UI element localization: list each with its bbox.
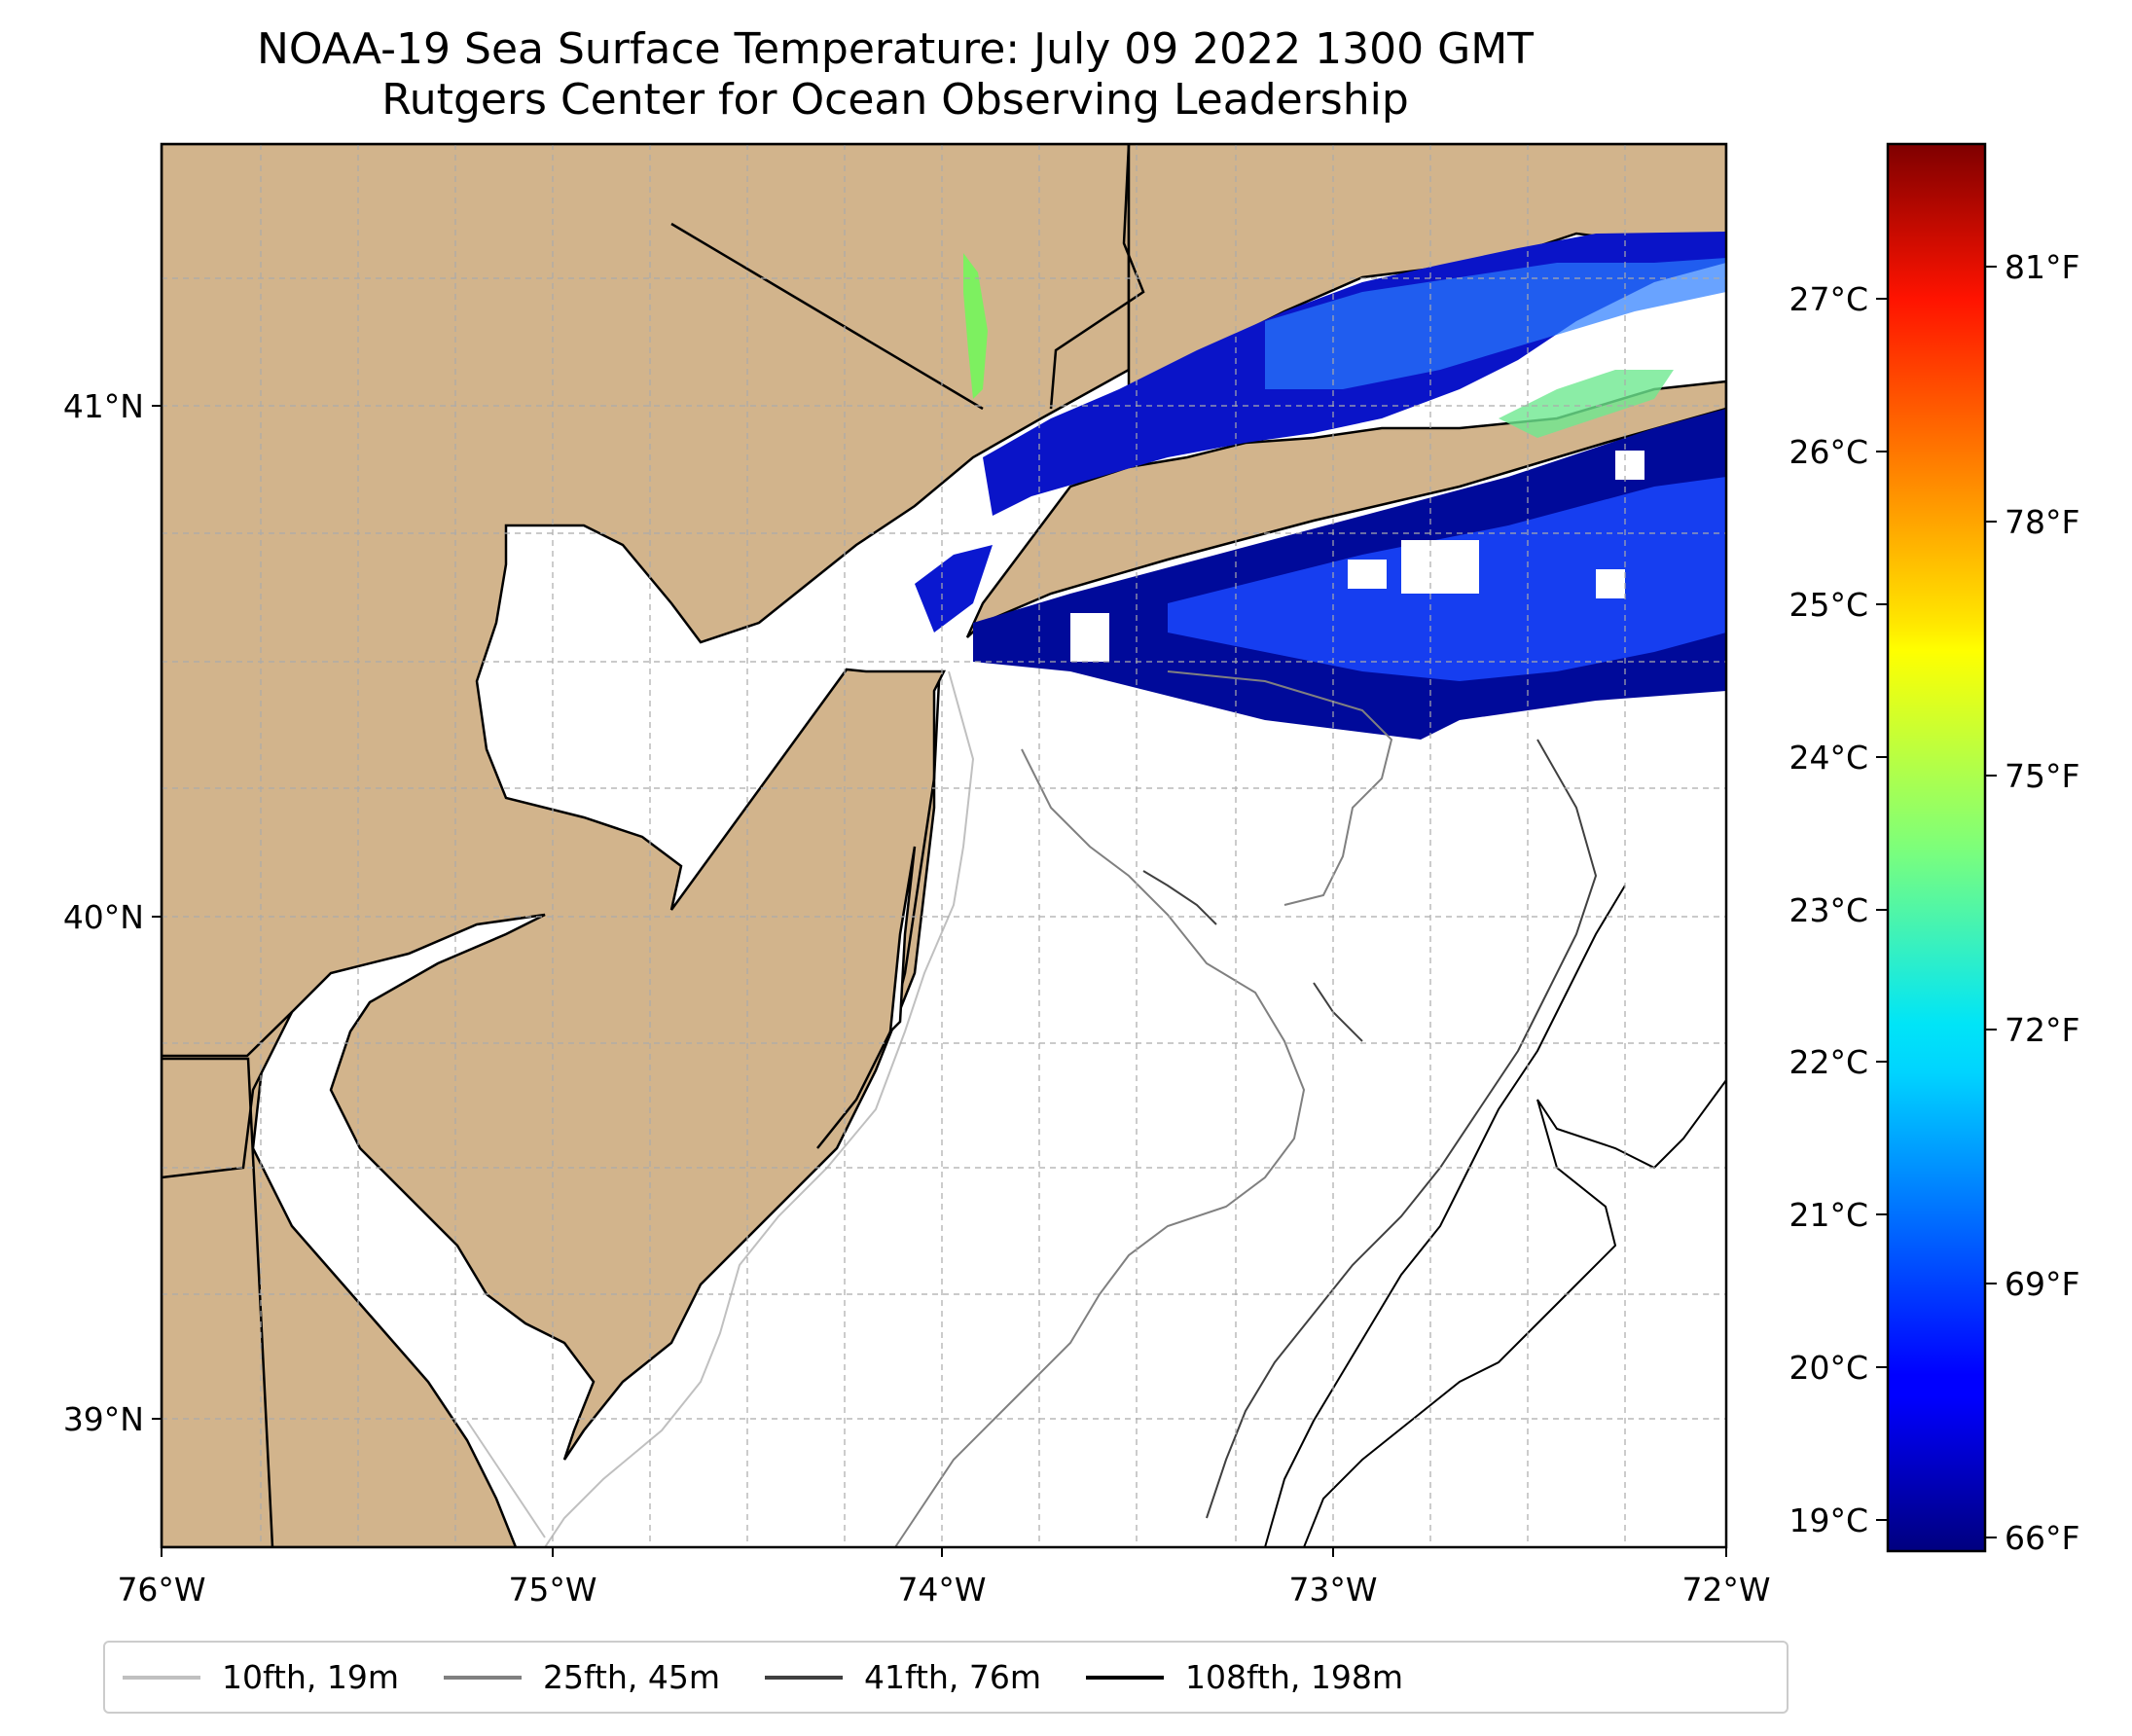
- colorbar-gradient: [1886, 142, 1987, 1553]
- legend-item: 10fth, 19m: [123, 1658, 399, 1696]
- colorbar-c-tick: 24°C: [1789, 739, 1868, 777]
- colorbar-c-tick: 20°C: [1789, 1349, 1868, 1387]
- map-subtitle: Rutgers Center for Ocean Observing Leade…: [381, 75, 1409, 125]
- legend-item: 25fth, 45m: [444, 1658, 720, 1696]
- colorbar-c-tick: 19°C: [1789, 1501, 1868, 1539]
- legend-label: 10fth, 19m: [222, 1658, 399, 1696]
- colorbar-c-tick: 25°C: [1789, 586, 1868, 624]
- legend-line-swatch: [123, 1675, 200, 1680]
- colorbar-c-tick: 23°C: [1789, 891, 1868, 929]
- legend-line-swatch: [765, 1675, 843, 1680]
- mainland-landmass: [162, 144, 1131, 1547]
- map-frame: [160, 142, 1728, 1549]
- legend-item: 108fth, 198m: [1086, 1658, 1403, 1696]
- legend-label: 41fth, 76m: [864, 1658, 1041, 1696]
- bathymetry-contours: [466, 670, 1726, 1547]
- colorbar-c-tick: 21°C: [1789, 1196, 1868, 1234]
- colorbar-f-tick: 69°F: [2005, 1265, 2079, 1303]
- sst-data: [915, 232, 1726, 740]
- legend-item: 41fth, 76m: [765, 1658, 1041, 1696]
- contour-legend: 10fth, 19m 25fth, 45m 41fth, 76m 108fth,…: [103, 1641, 1789, 1714]
- legend-line-swatch: [444, 1675, 522, 1680]
- lat-tick-40n: 40°N: [63, 898, 144, 936]
- colorbar-c-tick: 22°C: [1789, 1043, 1868, 1081]
- colorbar-f-tick: 72°F: [2005, 1011, 2079, 1049]
- colorbar-f-tick: 78°F: [2005, 503, 2079, 541]
- lon-tick-73w: 73°W: [1288, 1571, 1377, 1609]
- graticule: [162, 144, 1726, 1547]
- colorbar-f-tick: 81°F: [2005, 248, 2079, 286]
- legend-label: 25fth, 45m: [543, 1658, 720, 1696]
- colorbar: 19°C 20°C 21°C 22°C 23°C 24°C 25°C 26°C …: [1789, 142, 2079, 1557]
- delaware-land: [162, 1011, 294, 1179]
- lat-tick-41n: 41°N: [63, 387, 144, 425]
- colorbar-c-tick: 26°C: [1789, 433, 1868, 471]
- colorbar-f-tick: 66°F: [2005, 1519, 2079, 1557]
- legend-label: 108fth, 198m: [1185, 1658, 1403, 1696]
- lon-tick-72w: 72°W: [1681, 1571, 1770, 1609]
- lat-tick-39n: 39°N: [63, 1400, 144, 1438]
- map-area: [162, 144, 1726, 1547]
- legend-line-swatch: [1086, 1675, 1164, 1680]
- colorbar-c-tick: 27°C: [1789, 280, 1868, 318]
- lon-tick-76w: 76°W: [117, 1571, 205, 1609]
- colorbar-f-tick: 75°F: [2005, 757, 2079, 795]
- lon-tick-75w: 75°W: [508, 1571, 596, 1609]
- map-title: NOAA-19 Sea Surface Temperature: July 09…: [256, 24, 1535, 74]
- lon-tick-74w: 74°W: [897, 1571, 986, 1609]
